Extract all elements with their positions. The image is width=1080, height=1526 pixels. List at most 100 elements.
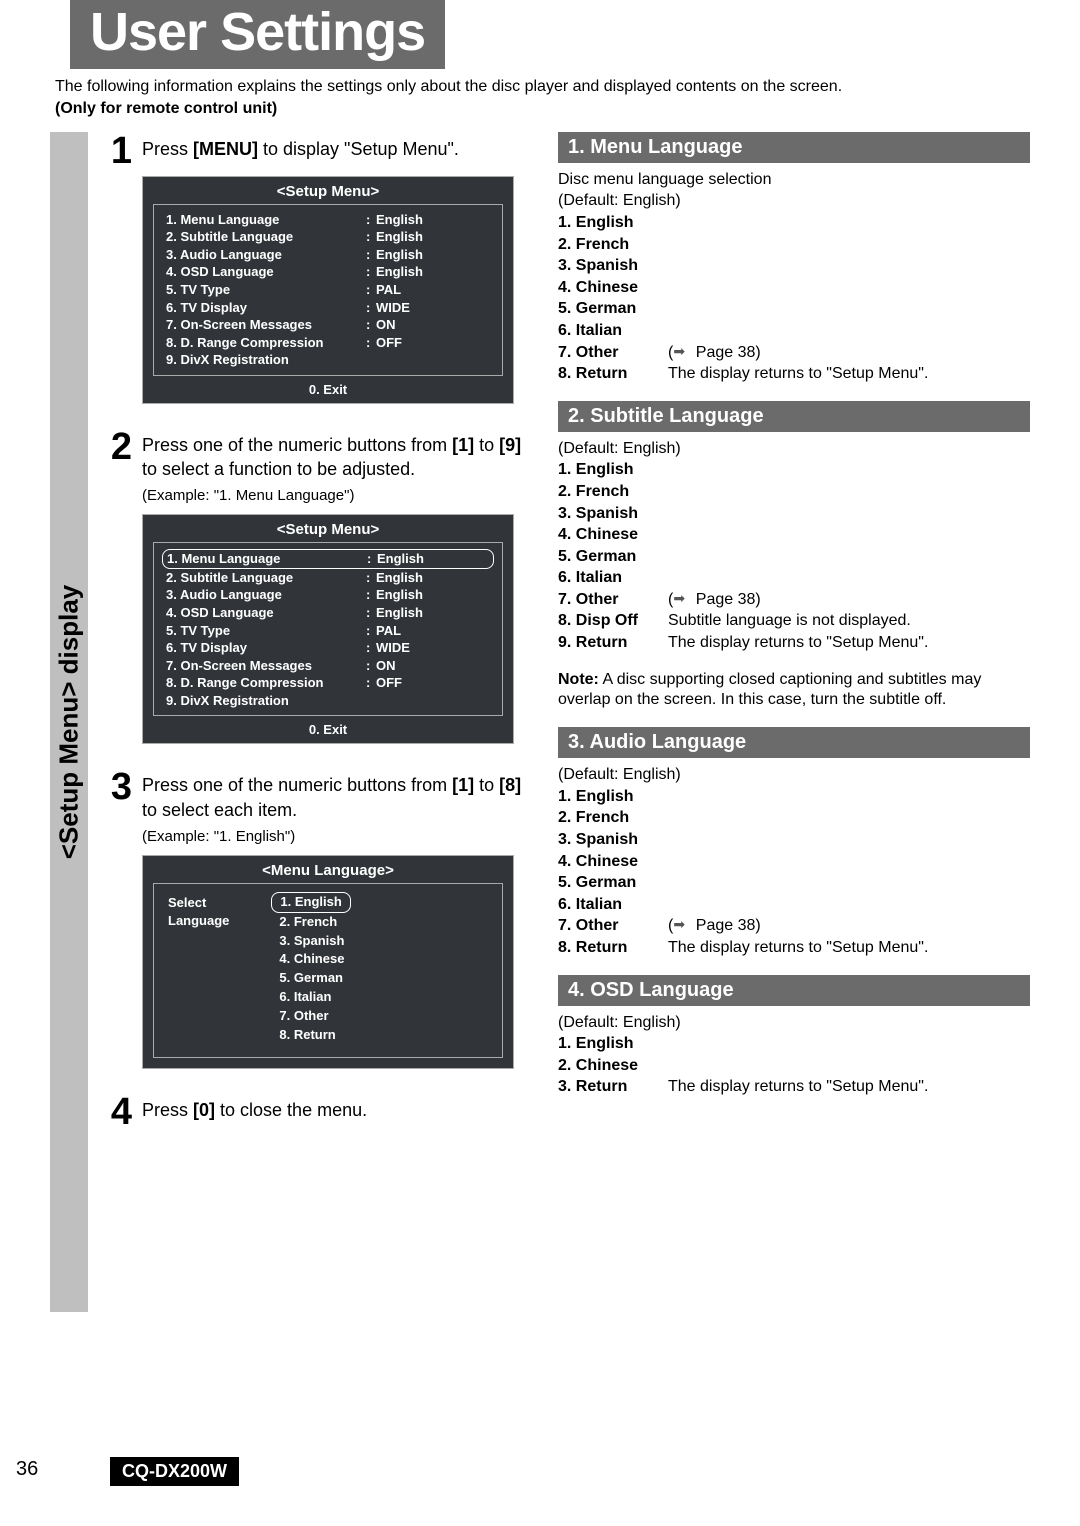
option-line: 4. Chinese (558, 277, 1030, 299)
option-line: 2. French (558, 807, 1030, 829)
step-num: 2 (108, 428, 132, 482)
section-header: 4. OSD Language (558, 975, 1030, 1006)
option-line: 3. Spanish (558, 255, 1030, 277)
step-body: Press [MENU] to display "Setup Menu". (142, 132, 538, 170)
subtitle-note: Note: A disc supporting closed captionin… (558, 670, 1030, 712)
page-title: User Settings (90, 1, 425, 63)
section-header: 2. Subtitle Language (558, 401, 1030, 432)
intro-bold: (Only for remote control unit) (55, 100, 1030, 118)
option-line: 1. English (558, 212, 1030, 234)
option-line: 3. Spanish (558, 829, 1030, 851)
option-line: 4. Chinese (558, 851, 1030, 873)
section-body: (Default: English)1. English2. Chinese3.… (558, 1012, 1030, 1098)
section-header: 3. Audio Language (558, 727, 1030, 758)
menu-row: 7. On-Screen Messages:ON (166, 316, 490, 334)
step-1: 1 Press [MENU] to display "Setup Menu". (108, 132, 538, 170)
menu-title: <Setup Menu> (143, 521, 513, 538)
menu-footer: 0. Exit (143, 380, 513, 397)
option-line: 6. Italian (558, 894, 1030, 916)
menu-row: 1. Menu Language:English (162, 549, 494, 569)
lang-item: 7. Other (279, 1007, 350, 1026)
option-line: 2. French (558, 481, 1030, 503)
option-line: 5. German (558, 298, 1030, 320)
option-line: 5. German (558, 546, 1030, 568)
menu-row: 5. TV Type:PAL (166, 622, 490, 640)
step-3-example: (Example: "1. English") (142, 828, 538, 845)
option-line: 2. French (558, 234, 1030, 256)
lang-left-label: Select Language (168, 892, 229, 1045)
left-column: 1 Press [MENU] to display "Setup Menu". … (108, 132, 538, 1137)
menu-row: 6. TV Display:WIDE (166, 639, 490, 657)
lang-item: 1. English (279, 892, 350, 913)
section-body: (Default: English)1. English2. French3. … (558, 764, 1030, 958)
option-line: 2. Chinese (558, 1055, 1030, 1077)
lang-item: 4. Chinese (279, 950, 350, 969)
option-line: 9. ReturnThe display returns to "Setup M… (558, 632, 1030, 654)
menu-title: <Setup Menu> (143, 183, 513, 200)
intro-text: The following information explains the s… (55, 77, 1030, 98)
setup-menu-box-1: <Setup Menu> 1. Menu Language:English2. … (142, 176, 514, 404)
step-body: Press one of the numeric buttons from [1… (142, 428, 538, 482)
menu-row: 9. DivX Registration (166, 351, 490, 369)
option-line: 1. English (558, 459, 1030, 481)
option-line: 7. Other( Page 38) (558, 589, 1030, 611)
menu-language-box: <Menu Language> Select Language 1. Engli… (142, 855, 514, 1069)
menu-row: 8. D. Range Compression:OFF (166, 674, 490, 692)
menu-row: 2. Subtitle Language:English (166, 228, 490, 246)
arrow-icon (673, 347, 687, 357)
arrow-icon (673, 920, 687, 930)
section-header: 1. Menu Language (558, 132, 1030, 163)
sidebar-vertical-bar: <Setup Menu> display (50, 132, 88, 1137)
option-line: 8. ReturnThe display returns to "Setup M… (558, 937, 1030, 959)
option-line: 3. ReturnThe display returns to "Setup M… (558, 1076, 1030, 1098)
step-2-example: (Example: "1. Menu Language") (142, 487, 538, 504)
option-line: 6. Italian (558, 320, 1030, 342)
option-line: 8. ReturnThe display returns to "Setup M… (558, 363, 1030, 385)
step-num: 1 (108, 132, 132, 170)
menu-title: <Menu Language> (143, 862, 513, 879)
menu-row: 6. TV Display:WIDE (166, 299, 490, 317)
sidebar-label: <Setup Menu> display (54, 585, 85, 860)
setup-menu-box-2: <Setup Menu> 1. Menu Language:English2. … (142, 514, 514, 744)
right-column: 1. Menu Language Disc menu language selec… (558, 132, 1030, 1137)
menu-row: 1. Menu Language:English (166, 211, 490, 229)
menu-row: 7. On-Screen Messages:ON (166, 657, 490, 675)
menu-row: 3. Audio Language:English (166, 586, 490, 604)
menu-row: 3. Audio Language:English (166, 246, 490, 264)
step-num: 4 (108, 1093, 132, 1131)
step-body: Press [0] to close the menu. (142, 1093, 538, 1131)
step-num: 3 (108, 768, 132, 822)
option-line: 7. Other( Page 38) (558, 342, 1030, 364)
step-3: 3 Press one of the numeric buttons from … (108, 768, 538, 822)
lang-item: 5. German (279, 969, 350, 988)
menu-footer: 0. Exit (143, 720, 513, 737)
menu-row: 4. OSD Language:English (166, 263, 490, 281)
page-number: 36 (16, 1458, 38, 1481)
lang-list: 1. English2. French3. Spanish4. Chinese5… (279, 892, 350, 1045)
option-line: 7. Other( Page 38) (558, 915, 1030, 937)
section-body: Disc menu language selection(Default: En… (558, 169, 1030, 385)
page-title-banner: User Settings (70, 0, 445, 69)
step-2: 2 Press one of the numeric buttons from … (108, 428, 538, 482)
menu-row: 5. TV Type:PAL (166, 281, 490, 299)
menu-row: 4. OSD Language:English (166, 604, 490, 622)
step-body: Press one of the numeric buttons from [1… (142, 768, 538, 822)
section-body: (Default: English)1. English2. French3. … (558, 438, 1030, 654)
option-line: 5. German (558, 872, 1030, 894)
menu-row: 2. Subtitle Language:English (166, 569, 490, 587)
menu-row: 8. D. Range Compression:OFF (166, 334, 490, 352)
arrow-icon (673, 594, 687, 604)
menu-row: 9. DivX Registration (166, 692, 490, 710)
option-line: 1. English (558, 1033, 1030, 1055)
option-line: 6. Italian (558, 567, 1030, 589)
lang-item: 3. Spanish (279, 932, 350, 951)
option-line: 8. Disp OffSubtitle language is not disp… (558, 610, 1030, 632)
option-line: 4. Chinese (558, 524, 1030, 546)
lang-item: 6. Italian (279, 988, 350, 1007)
option-line: 1. English (558, 786, 1030, 808)
lang-item: 8. Return (279, 1026, 350, 1045)
step-4: 4 Press [0] to close the menu. (108, 1093, 538, 1131)
option-line: 3. Spanish (558, 503, 1030, 525)
model-tag: CQ-DX200W (110, 1457, 239, 1486)
lang-item: 2. French (279, 913, 350, 932)
